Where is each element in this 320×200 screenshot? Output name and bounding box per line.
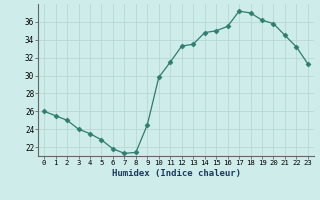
X-axis label: Humidex (Indice chaleur): Humidex (Indice chaleur) [111, 169, 241, 178]
